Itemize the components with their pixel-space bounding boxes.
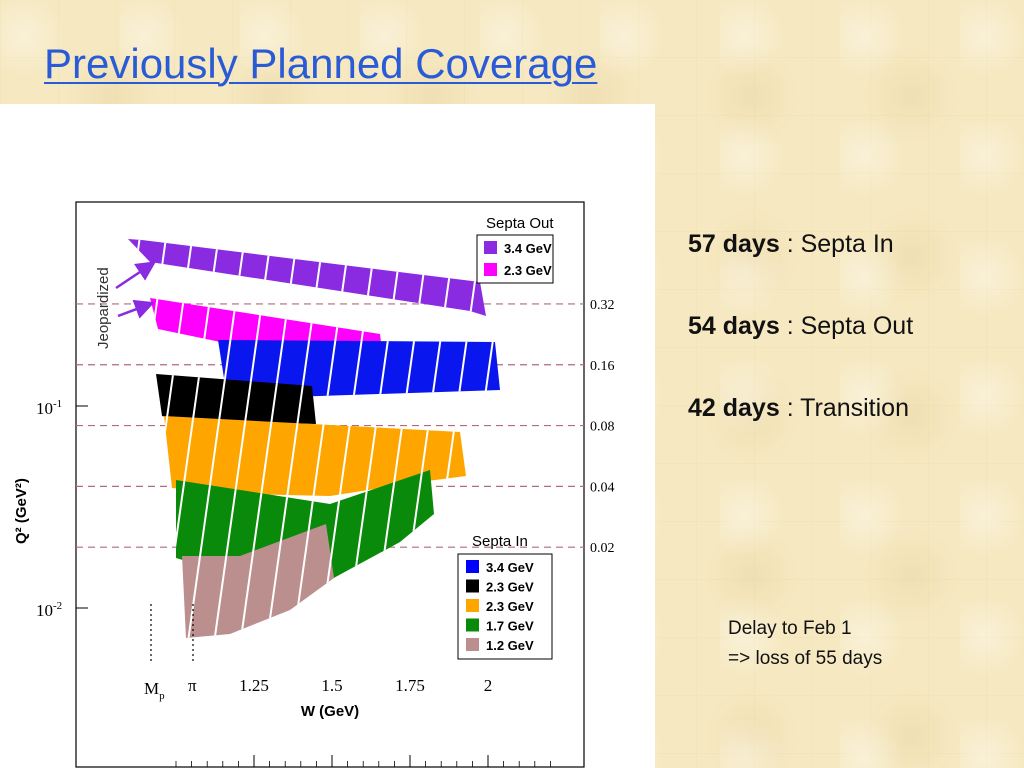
q2-guide-label: 0.04 — [590, 480, 615, 495]
x-mark-mp: Mp — [144, 679, 165, 702]
legend-septa-in: Septa In 3.4 GeV 2.3 GeV 2.3 GeV 1.7 GeV 1.2… — [457, 533, 553, 660]
legend-item-label: 1.2 GeV — [486, 638, 534, 653]
legend-swatch — [466, 579, 479, 593]
x-tick-label: 1.75 — [395, 676, 425, 695]
x-axis-title: W (GeV) — [301, 703, 359, 720]
coverage-notes: 57 days : Septa In 54 days : Septa Out 4… — [688, 228, 913, 474]
q2-guide-label: 0.08 — [590, 420, 615, 435]
band-septa-in-3.4 — [218, 340, 500, 398]
delay-note: Delay to Feb 1 => loss of 55 days — [728, 614, 882, 674]
legend-item-label: 3.4 GeV — [486, 560, 534, 575]
q2-guide-label: 0.16 — [590, 359, 615, 374]
legend-swatch — [484, 263, 497, 276]
x-tick-label: 2 — [484, 676, 493, 695]
legend-swatch — [466, 599, 479, 612]
coverage-figure: 0.32 0.16 0.08 0.04 0.02 — [0, 104, 655, 768]
legend-septa-out-title: Septa Out — [486, 215, 554, 232]
coverage-plot: 0.32 0.16 0.08 0.04 0.02 — [13, 201, 615, 768]
legend-item-label: 2.3 GeV — [504, 263, 552, 278]
legend-septa-out: Septa Out 3.4 GeV 2.3 GeV — [476, 215, 554, 284]
legend-swatch — [466, 638, 479, 651]
plot-frame — [75, 201, 585, 768]
x-axis-ticks: 1.25 1.5 1.75 2 — [175, 676, 551, 767]
y-tick-label-0.01: 10-2 — [36, 600, 62, 620]
legend-item-label: 2.3 GeV — [486, 580, 534, 595]
legend-swatch — [466, 618, 479, 632]
legend-item-label: 1.7 GeV — [486, 619, 534, 634]
note-septa-in: 57 days : Septa In — [688, 230, 894, 258]
legend-swatch — [466, 560, 479, 573]
jeopardized-arrow-upper — [115, 261, 157, 290]
q2-guide-label: 0.32 — [590, 298, 615, 313]
band-septa-out-3.4 — [128, 239, 486, 316]
legend-swatch — [484, 241, 497, 254]
band-septa-in-2.3-orange — [164, 416, 466, 496]
x-tick-label: 1.25 — [239, 676, 269, 695]
x-mark-pi: π — [188, 676, 197, 695]
y-tick-label-0.1: 10-1 — [36, 398, 62, 418]
slide-title[interactable]: Previously Planned Coverage — [44, 40, 598, 87]
x-tick-label: 1.5 — [321, 676, 342, 695]
legend-item-label: 3.4 GeV — [504, 241, 552, 256]
note-septa-out: 54 days : Septa Out — [688, 312, 914, 340]
q2-guide-label: 0.02 — [590, 541, 615, 556]
note-transition: 42 days : Transition — [688, 394, 909, 422]
y-axis-title: Q² (GeV²) — [13, 478, 30, 544]
legend-septa-in-title: Septa In — [472, 533, 528, 550]
band-septa-in-1.7 — [176, 470, 434, 580]
delay-line-2: => loss of 55 days — [728, 648, 883, 669]
band-septa-in-1.2 — [182, 524, 334, 638]
legend-item-label: 2.3 GeV — [486, 599, 534, 614]
jeopardized-label: Jeopardized — [95, 267, 112, 349]
delay-line-1: Delay to Feb 1 — [728, 618, 852, 639]
jeopardized-arrow-lower — [117, 299, 155, 319]
band-septa-in-2.3-black — [156, 374, 316, 424]
